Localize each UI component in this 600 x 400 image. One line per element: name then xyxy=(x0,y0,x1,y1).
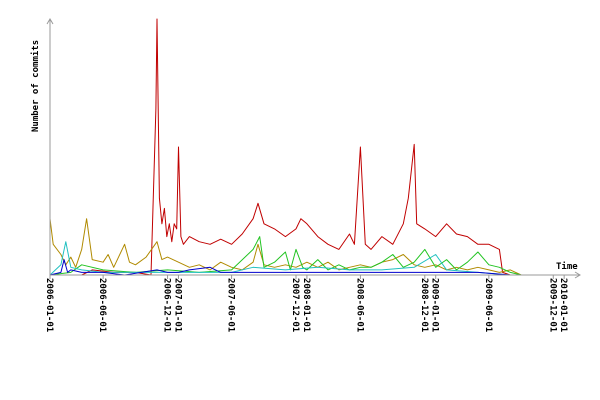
x-axis-arrow xyxy=(574,271,581,279)
series-line-1 xyxy=(49,218,522,276)
series-line-0 xyxy=(81,18,511,276)
x-tick-label: 2007-06-01 xyxy=(226,278,236,332)
series-line-4 xyxy=(49,259,511,276)
x-axis-label: Time xyxy=(556,261,578,272)
x-tick-label: 2007-01-01 xyxy=(173,278,183,332)
x-tick-label: 2008-06-01 xyxy=(354,278,364,332)
y-axis-label: Number of commits xyxy=(30,40,41,132)
x-tick-label: 2008-12-01 xyxy=(419,278,429,332)
x-tick-label: 2008-01-01 xyxy=(301,278,311,332)
y-axis-arrow xyxy=(46,18,54,25)
series-line-3 xyxy=(49,241,511,276)
x-tick-label: 2006-12-01 xyxy=(162,278,172,332)
x-tick-label: 2009-01-01 xyxy=(430,278,440,332)
x-tick-label: 2006-06-01 xyxy=(97,278,107,332)
x-tick-label: 2010-01-01 xyxy=(558,278,568,332)
x-tick-layer: 2006-01-01 2006-06-01 2006-12-01 2007-01-01… xyxy=(44,275,568,332)
x-tick-label: 2007-12-01 xyxy=(290,278,300,332)
x-tick-label: 2009-06-01 xyxy=(483,278,493,332)
series-layer xyxy=(49,18,522,276)
x-tick-label: 2006-01-01 xyxy=(44,278,54,332)
x-tick-label: 2009-12-01 xyxy=(547,278,557,332)
